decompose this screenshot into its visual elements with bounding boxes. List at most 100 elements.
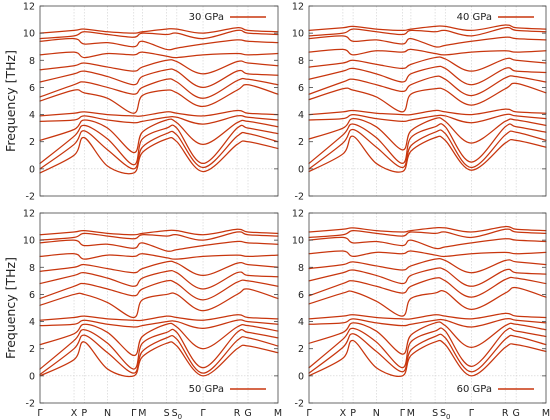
legend-label: 40 GPa [457,12,492,23]
x-tick-label-s: S [432,408,438,419]
x-tick-label-s: S [164,408,170,419]
band-13 [39,231,279,241]
band-12 [39,37,279,51]
x-tick-label-gamma: Γ [37,408,43,419]
band-10 [308,257,547,274]
band-9 [308,267,547,287]
panel-1: -2 0 2 4 6 8 10 12 Frequency [THz] 30 GPa [3,2,279,203]
y-tick-label: -2 [26,399,35,410]
x-tick-label-gamma2: Γ [131,408,137,419]
x-tick-label-g: G [244,408,251,419]
band-10 [39,260,279,277]
band-11 [308,48,547,56]
y-tick-label: 8 [298,263,304,274]
x-tick-label-g: G [512,408,519,419]
band-6 [39,314,279,322]
y-tick-label: 0 [29,371,35,382]
band-12 [308,236,547,250]
x-tick-label-gamma: Γ [306,408,312,419]
y-tick-label: 12 [23,2,35,13]
band-2 [39,130,279,170]
band-14 [308,24,547,32]
band-11 [308,250,547,258]
y-tick-label: 4 [298,317,304,328]
y-tick-label: 2 [29,137,35,148]
band-9 [39,269,279,290]
band-7 [39,288,279,319]
x-tick-label-m: M [407,408,415,419]
band-9 [308,65,547,86]
band-4 [39,322,279,357]
y-tick-label: -2 [26,192,35,203]
band-1 [308,339,547,377]
y-tick-label: 6 [298,83,304,94]
band-2 [39,334,279,376]
x-tick-label-r: R [502,408,509,419]
y-tick-label: -2 [295,192,304,203]
panel-2: -2 0 2 4 6 8 10 12 40 GPa [292,2,547,203]
band-13 [39,29,279,40]
plot-frame [39,212,279,404]
y-tick-label: 4 [29,317,35,328]
x-tick-label-n: N [373,408,380,419]
band-5 [308,317,547,328]
plot-frame [308,212,547,404]
band-2 [308,333,547,374]
y-tick-label: 12 [292,2,304,13]
band-1 [39,137,279,175]
y-tick-label: 4 [298,110,304,121]
band-14 [39,27,279,34]
y-tick-label: 2 [29,344,35,355]
legend-label: 50 GPa [189,384,224,395]
x-tick-label-m2: M [542,408,550,419]
band-1 [308,135,547,173]
band-14 [308,225,547,233]
x-tick-label-s0: S0 [172,408,183,420]
legend-label: 30 GPa [189,12,224,23]
band-8 [39,77,279,99]
band-9 [39,68,279,89]
x-tick-label-r: R [234,408,241,419]
band-3 [308,327,547,369]
x-tick-label-gamma2: Γ [400,408,406,419]
y-tick-label: 10 [292,236,304,247]
band-11 [39,253,279,260]
y-tick-label: 12 [23,209,35,220]
x-tick-label-x: X [340,408,347,419]
band-6 [308,108,547,116]
band-5 [308,113,547,124]
band-3 [39,124,279,166]
y-tick-label: 0 [298,371,304,382]
band-4 [308,321,547,355]
x-tick-label-m2: M [274,408,282,419]
band-13 [308,26,547,37]
y-tick-label: 12 [292,209,304,220]
band-13 [308,228,547,239]
plot-frame [39,5,279,197]
x-tick-label-n: N [104,408,111,419]
band-2 [308,128,547,170]
x-tick-label-gamma3: Γ [200,408,206,419]
band-12 [39,239,279,253]
plot-frame [308,5,547,197]
legend-label: 60 GPa [457,384,492,395]
band-7 [39,83,279,114]
y-tick-label: 10 [23,29,35,40]
y-tick-label: 10 [292,29,304,40]
y-tick-label: 10 [23,236,35,247]
band-5 [39,114,279,125]
x-tick-label-p: P [350,408,356,419]
y-tick-label: 8 [29,263,35,274]
band-1 [39,341,279,378]
band-3 [39,328,279,370]
y-tick-label: 0 [298,164,304,175]
band-8 [308,75,547,97]
band-12 [308,35,547,48]
x-tick-label-p: P [81,408,87,419]
band-6 [308,312,547,320]
band-5 [39,319,279,329]
y-tick-label: 6 [298,290,304,301]
y-tick-label: 8 [29,56,35,67]
